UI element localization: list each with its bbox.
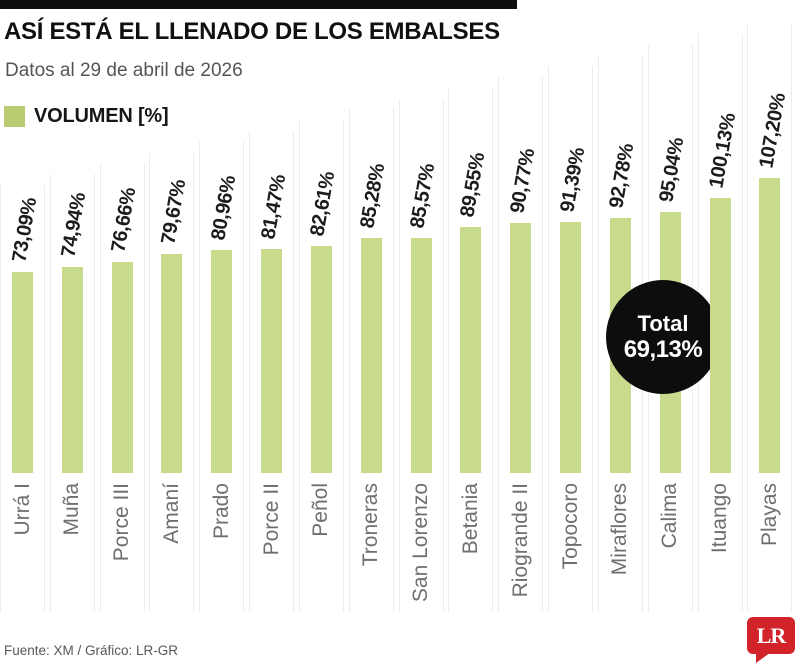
category-label: Troneras bbox=[359, 483, 383, 567]
category-label: Porce II bbox=[259, 483, 283, 556]
bar bbox=[709, 197, 731, 473]
bar bbox=[410, 237, 432, 473]
category-label: Amaní bbox=[159, 483, 183, 544]
source-credit: Fuente: XM / Gráfico: LR-GR bbox=[4, 643, 179, 658]
column-track bbox=[448, 87, 494, 612]
category-label: Porce III bbox=[110, 483, 134, 562]
category-label: Prado bbox=[209, 483, 233, 540]
category-label: Riogrande II bbox=[508, 483, 532, 598]
category-label: Betania bbox=[458, 483, 482, 555]
category-label: Playas bbox=[757, 483, 781, 547]
category-label: Topocoro bbox=[558, 483, 582, 570]
category-label: Peñol bbox=[309, 483, 333, 537]
bar bbox=[261, 248, 283, 473]
bar bbox=[360, 238, 382, 473]
category-label: Miraflores bbox=[608, 483, 632, 576]
bar bbox=[211, 250, 233, 473]
top-rule bbox=[0, 0, 517, 9]
lr-logo: LR bbox=[747, 617, 795, 663]
bar bbox=[510, 223, 532, 473]
lr-logo-text: LR bbox=[756, 622, 787, 648]
category-label: Ituango bbox=[708, 483, 732, 554]
total-badge-title: Total bbox=[637, 311, 689, 336]
bar bbox=[12, 272, 33, 473]
bar bbox=[310, 245, 332, 473]
lr-logo-tail-icon bbox=[756, 652, 771, 663]
bar bbox=[460, 226, 482, 473]
legend-label: VOLUMEN [%] bbox=[34, 105, 169, 127]
legend: VOLUMEN [%] bbox=[4, 105, 169, 128]
bar bbox=[111, 262, 133, 473]
bar bbox=[560, 221, 582, 473]
page-title: ASÍ ESTÁ EL LLENADO DE LOS EMBALSES bbox=[4, 18, 500, 45]
bar bbox=[759, 178, 781, 473]
legend-swatch-icon bbox=[4, 106, 25, 127]
category-label: Calima bbox=[658, 483, 682, 549]
category-label: Muña bbox=[60, 483, 84, 536]
total-badge: Total 69,13% bbox=[606, 280, 720, 394]
bar bbox=[161, 253, 183, 473]
category-label: San Lorenzo bbox=[409, 483, 433, 603]
category-label: Urrá I bbox=[10, 483, 34, 536]
total-badge-value: 69,13% bbox=[623, 336, 703, 363]
page-subtitle: Datos al 29 de abril de 2026 bbox=[5, 60, 243, 81]
bar bbox=[61, 266, 83, 473]
